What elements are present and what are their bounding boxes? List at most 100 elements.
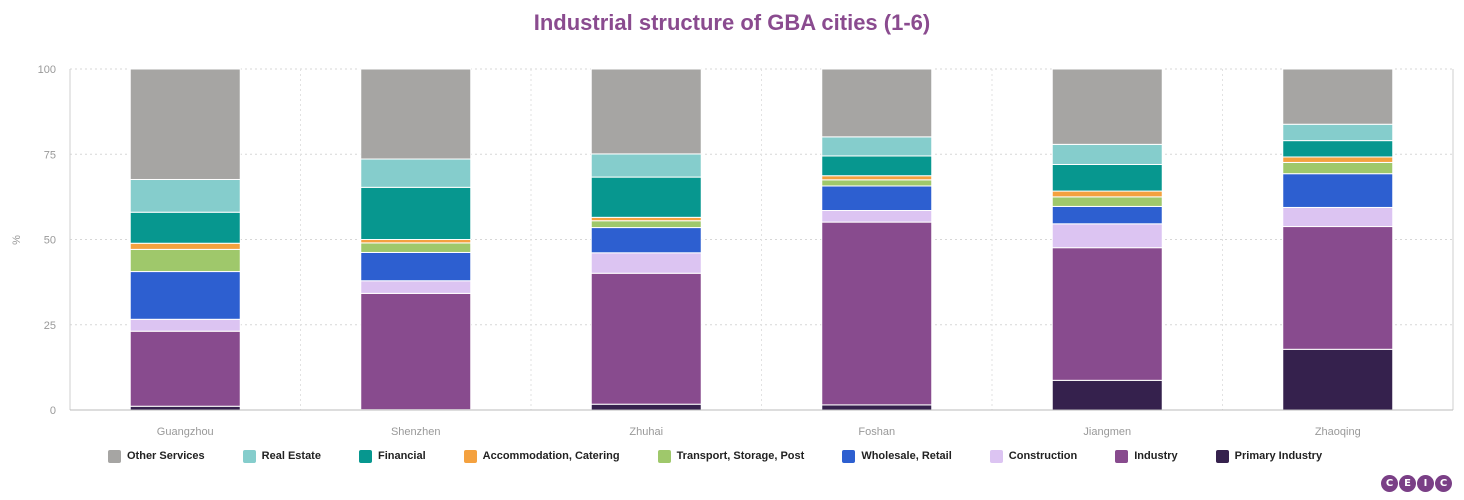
bars: Guangzhou – Primary Industry: 1.1Guangzh… [129,68,1394,411]
legend-item[interactable]: Construction [989,449,1078,463]
y-axis: 0 25 50 75 100% [11,64,56,417]
bar-segment: Zhuhai – Accommodation, Catering: 1 [590,216,702,222]
bar-segment: Zhuhai – Construction: 6 [590,252,702,274]
bar-segment: Foshan – Primary Industry: 1.5 [821,404,933,411]
bar-segment: Shenzhen – Financial: 15.3 [360,186,472,240]
legend-swatch [1115,449,1129,463]
legend-label: Financial [377,450,426,462]
bar-segment: Jiangmen – Industry: 38.9 [1051,247,1163,381]
logo-letter: E [1399,475,1416,492]
legend-item[interactable]: Wholesale, Retail [842,449,952,463]
chart-title: Industrial structure of GBA cities (1-6) [533,10,931,35]
legend-label: Industry [1134,450,1178,462]
bar-segment: Zhaoqing – Transport, Storage, Post: 3.3 [1282,161,1394,175]
bar-segment: Shenzhen – Transport, Storage, Post: 2.8 [360,242,472,253]
bar-segment: Jiangmen – Wholesale, Retail: 5.1 [1051,205,1163,225]
bar-segment: Guangzhou – Accommodation, Catering: 1.8 [129,242,241,250]
logo-letter: I [1417,475,1434,492]
bar-segment: Foshan – Financial: 5.8 [821,155,933,177]
bar-segment: Guangzhou – Wholesale, Retail: 14 [129,271,241,320]
bar-segment: Guangzhou – Industry: 22 [129,330,241,407]
bar-segment: Jiangmen – Other Services: 22.1 [1051,68,1163,145]
bar-segment: Shenzhen – Industry: 34.1 [360,292,472,411]
bar-segment: Guangzhou – Construction: 3.5 [129,318,241,332]
bar-segment: Guangzhou – Primary Industry: 1.1 [129,405,241,411]
bar-segment: Zhaoqing – Wholesale, Retail: 9.9 [1282,173,1394,208]
legend-swatch [989,449,1003,463]
bar-segment: Foshan – Other Services: 19.9 [821,68,933,138]
x-tick-label: Foshan [858,426,895,438]
x-tick-label: Zhaoqing [1315,426,1361,438]
legend-label: Other Services [127,450,205,462]
stacked-bar-chart: 0 25 50 75 100% Guangzhou – Primary Industry… [11,64,1454,438]
legend: Other Services Real Estate Financial Accomm… [108,448,1360,464]
bar-segment: Guangzhou – Transport, Storage, Post: 6.… [129,248,241,273]
gridlines [69,68,1454,411]
bar-segment: Jiangmen – Financial: 7.8 [1051,163,1163,192]
bar-segment: Guangzhou – Real Estate: 9.6 [129,178,241,213]
legend-label: Transport, Storage, Post [676,450,805,462]
legend-item[interactable]: Transport, Storage, Post [657,449,805,463]
legend-swatch [108,449,121,463]
legend-swatch [842,449,856,463]
legend-swatch [463,449,477,463]
bar-segment: Shenzhen – Other Services: 26.4 [360,68,472,160]
legend-swatch [657,449,671,463]
bar-segment: Foshan – Real Estate: 5.6 [821,136,933,157]
legend-item[interactable]: Financial [358,449,426,463]
bar-segment: Jiangmen – Accommodation, Catering: 1.7 [1051,190,1163,198]
legend-swatch [1215,449,1229,463]
bar-segment: Jiangmen – Construction: 7 [1051,223,1163,249]
legend-item[interactable]: Accommodation, Catering [463,449,620,463]
legend-label: Wholesale, Retail [861,450,952,462]
bar-segment: Zhuhai – Financial: 11.8 [590,176,702,218]
legend-item[interactable]: Industry [1115,449,1178,463]
bar-segment: Foshan – Construction: 3.4 [821,210,933,223]
y-tick-label: 100 [38,64,56,76]
bar-segment: Guangzhou – Financial: 9.1 [129,211,241,244]
bar-segment: Jiangmen – Transport, Storage, Post: 2.8 [1051,196,1163,207]
bar-segment: Zhuhai – Other Services: 24.9 [590,68,702,155]
bar-segment: Zhuhai – Transport, Storage, Post: 2 [590,220,702,229]
legend-swatch [242,449,256,463]
y-tick-label: 0 [50,405,56,417]
x-tick-label: Zhuhai [629,426,663,438]
y-tick-label: 25 [44,320,56,332]
legend-swatch [358,449,372,463]
bar-segment: Shenzhen – Real Estate: 8.3 [360,158,472,188]
bar-segment: Zhaoqing – Industry: 36 [1282,226,1394,350]
bar-segment: Zhuhai – Real Estate: 6.8 [590,153,702,178]
bar-segment: Zhaoqing – Accommodation, Catering: 1.6 [1282,156,1394,163]
bar-segment: Zhaoqing – Construction: 5.6 [1282,206,1394,228]
bar-segment: Shenzhen – Construction: 3.7 [360,280,472,294]
legend-item[interactable]: Other Services [108,449,205,463]
bar-segment: Zhaoqing – Other Services: 16.2 [1282,68,1394,125]
y-axis-label: % [11,235,23,245]
bar-segment: Guangzhou – Other Services: 32.4 [129,68,241,180]
legend-item[interactable]: Primary Industry [1215,449,1323,463]
x-tick-label: Guangzhou [157,426,214,438]
x-axis: Guangzhou Shenzhen Zhuhai Foshan Jiangmen Zha… [70,409,1453,438]
bar-segment: Foshan – Transport, Storage, Post: 1.8 [821,179,933,187]
bar-segment: Jiangmen – Primary Industry: 8.7 [1051,379,1163,411]
bar-segment: Zhaoqing – Financial: 4.8 [1282,140,1394,158]
legend-item[interactable]: Real Estate [242,449,321,463]
bar-segment: Foshan – Wholesale, Retail: 7.2 [821,185,933,212]
legend-label: Accommodation, Catering [482,450,620,462]
bar-segment: Zhaoqing – Real Estate: 4.8 [1282,123,1394,142]
bar-segment: Zhuhai – Primary Industry: 1.7 [590,403,702,411]
legend-label: Real Estate [261,450,321,462]
bar-segment: Zhuhai – Wholesale, Retail: 7.4 [590,227,702,254]
legend-label: Primary Industry [1234,450,1323,462]
bar-segment: Foshan – Accommodation, Catering: 1.2 [821,175,933,181]
bar-segment: Jiangmen – Real Estate: 5.9 [1051,143,1163,165]
x-tick-label: Shenzhen [391,426,441,438]
bar-segment: Shenzhen – Wholesale, Retail: 8.3 [360,251,472,282]
legend-label: Construction [1008,450,1078,462]
bar-segment: Zhuhai – Industry: 38.4 [590,272,702,405]
bar-segment: Zhaoqing – Primary Industry: 17.8 [1282,348,1394,411]
logo-letter: C [1435,475,1452,492]
bar-segment: Shenzhen – Accommodation, Catering: 1 [360,239,472,244]
logo-letter: C [1381,475,1398,492]
